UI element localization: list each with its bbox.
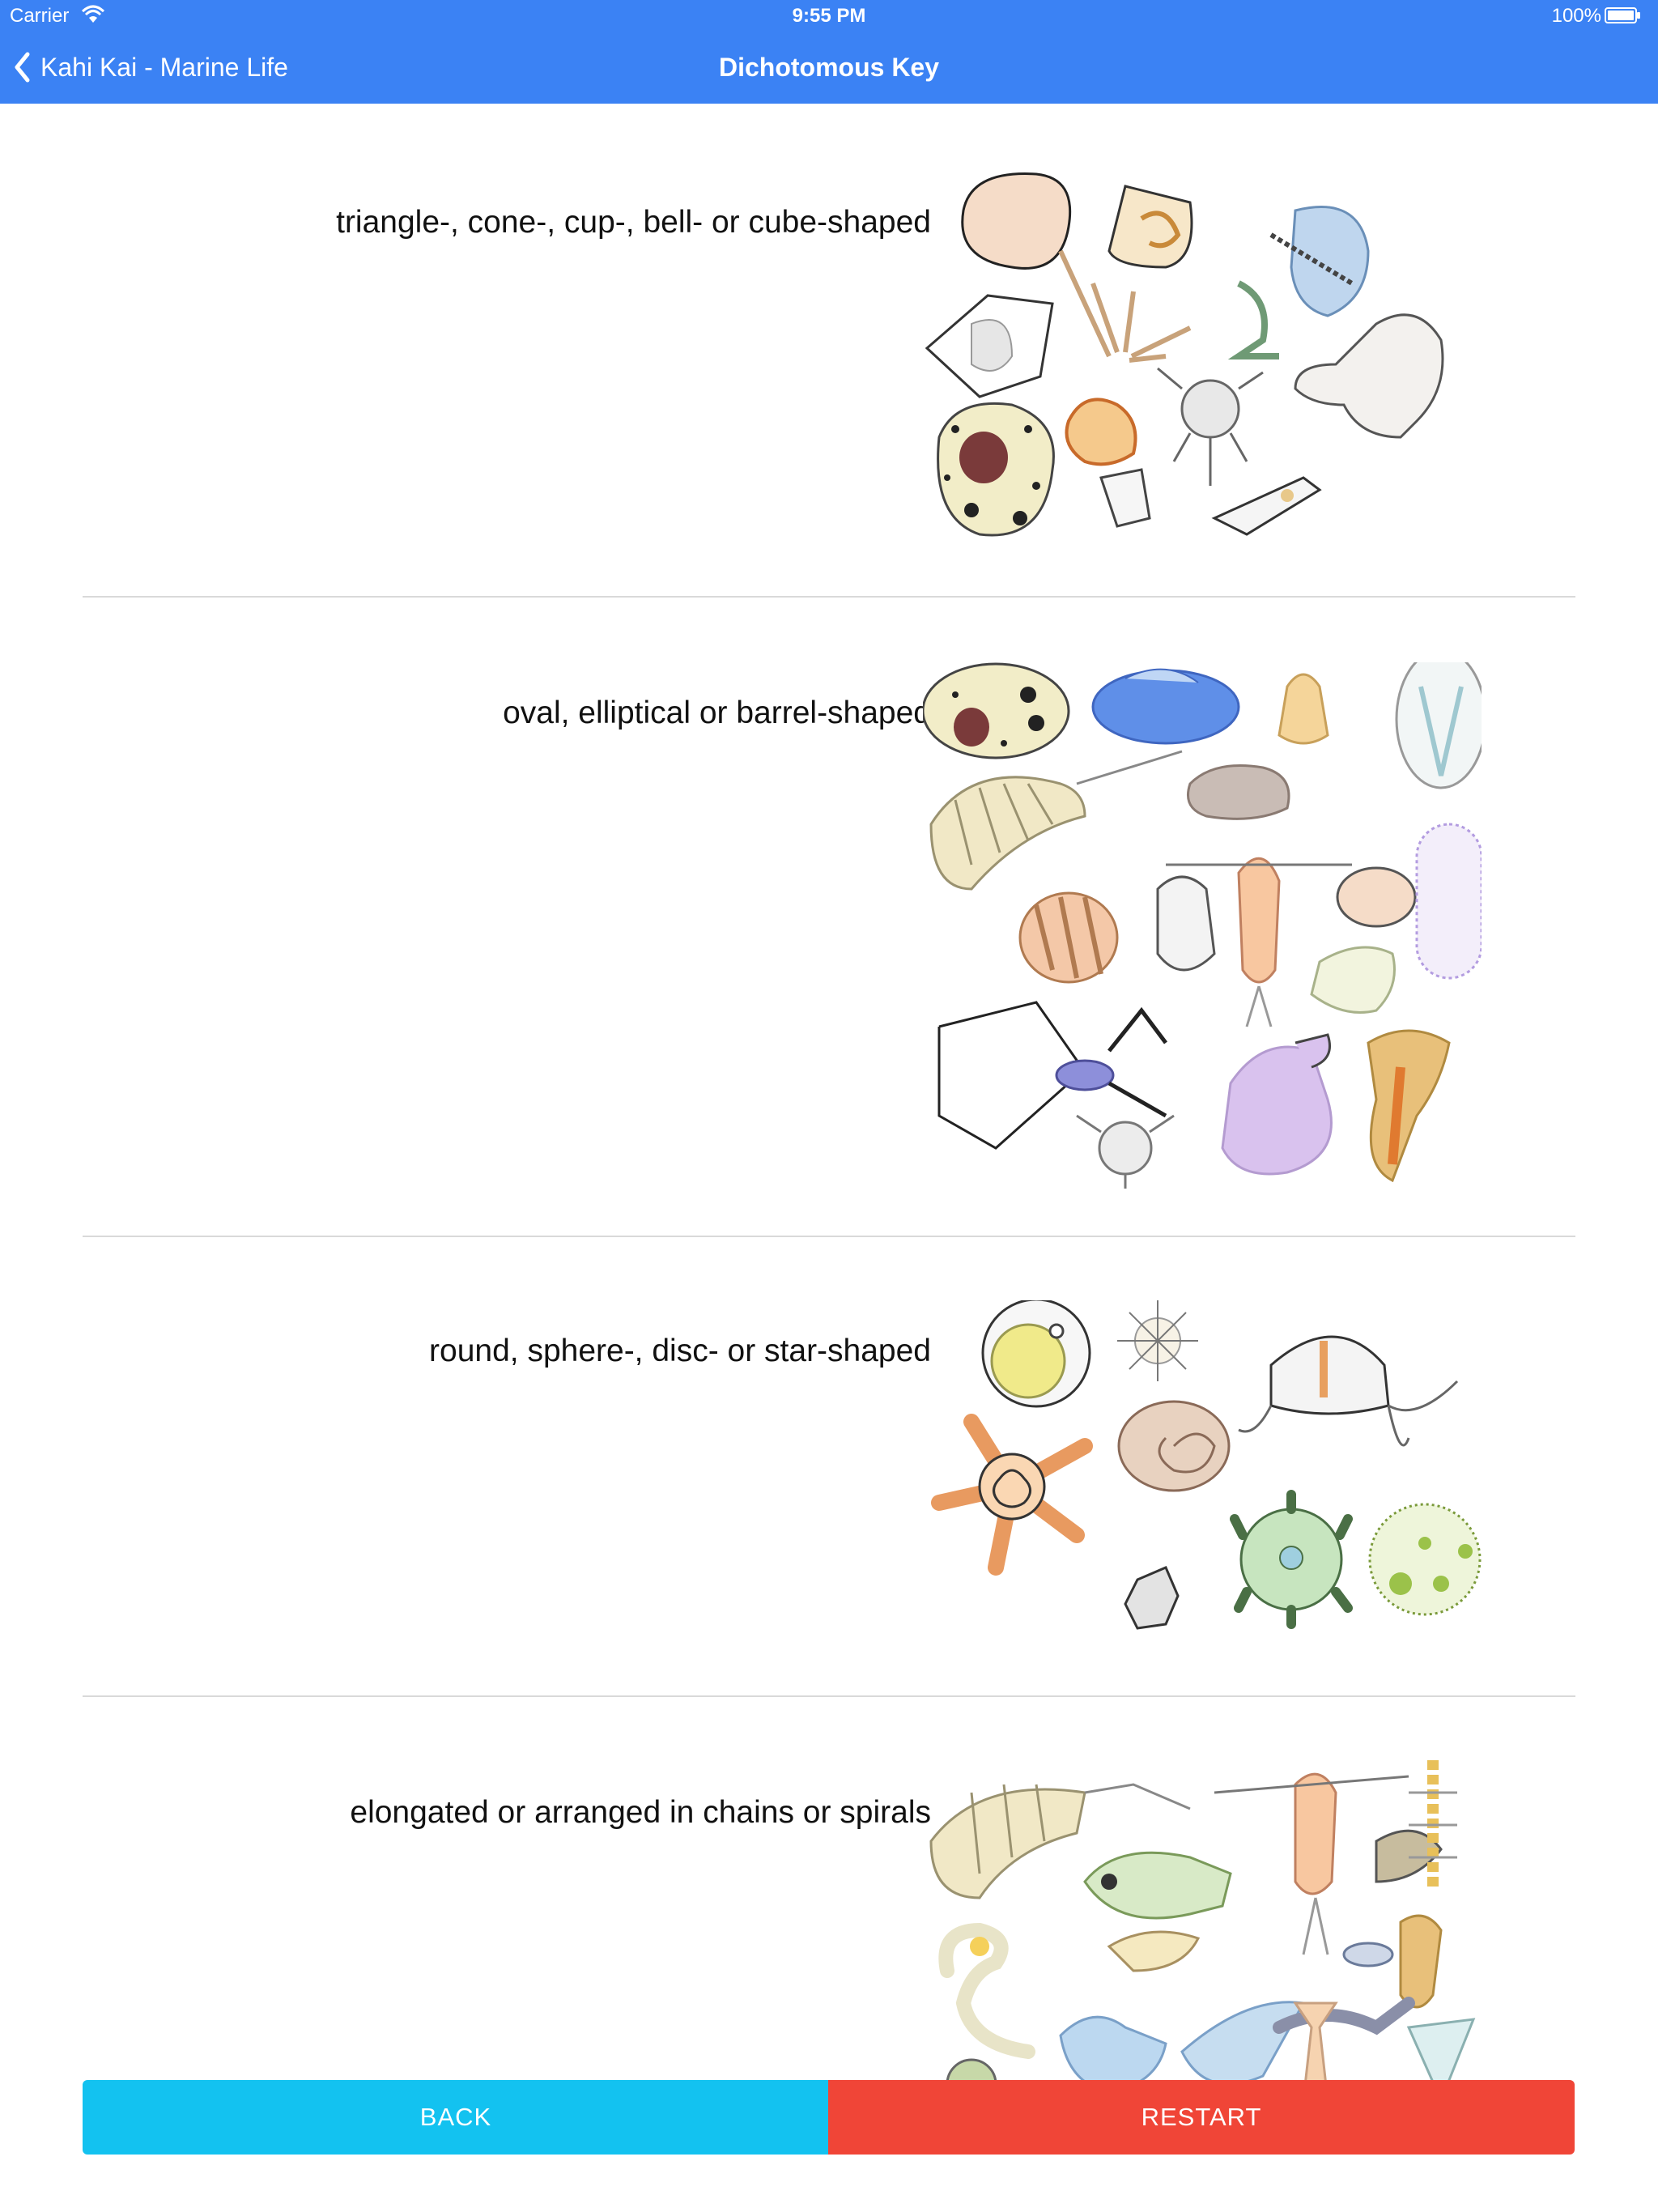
key-option-triangle[interactable]: triangle-, cone-, cup-, bell- or cube-sh… xyxy=(83,105,1575,596)
row-divider xyxy=(83,1236,1575,1237)
battery-icon xyxy=(1605,7,1640,23)
row-divider xyxy=(83,1695,1575,1697)
clock: 9:55 PM xyxy=(792,5,866,27)
option-label: oval, elliptical or barrel-shaped xyxy=(503,696,931,730)
key-option-elongated[interactable]: elongated or arranged in chains or spira… xyxy=(83,1697,1575,2212)
option-label: elongated or arranged in chains or spira… xyxy=(350,1795,931,1830)
key-option-oval[interactable]: oval, elliptical or barrel-shaped xyxy=(83,598,1575,1236)
back-nav-button[interactable]: Kahi Kai - Marine Life xyxy=(13,47,288,87)
page-title: Dichotomous Key xyxy=(718,53,940,82)
row-divider xyxy=(83,596,1575,598)
wifi-icon xyxy=(81,5,105,23)
chevron-left-icon xyxy=(15,52,30,83)
plankton-illustration xyxy=(925,172,1444,537)
status-bar: Carrier 9:55 PM 100% xyxy=(0,0,1658,32)
plankton-illustration xyxy=(931,1300,1482,1630)
restart-button[interactable]: RESTART xyxy=(828,2080,1575,2155)
plankton-illustration xyxy=(923,662,1482,1189)
option-label: round, sphere-, disc- or star-shaped xyxy=(429,1334,931,1368)
nav-bar: Kahi Kai - Marine Life Dichotomous Key xyxy=(0,32,1658,104)
battery-percent: 100% xyxy=(1551,5,1601,27)
back-nav-label: Kahi Kai - Marine Life xyxy=(40,52,288,82)
navigation-header: Carrier 9:55 PM 100% Kahi Kai - Marine L… xyxy=(0,0,1658,104)
key-option-round[interactable]: round, sphere-, disc- or star-shaped xyxy=(83,1237,1575,1695)
plankton-illustration xyxy=(929,1760,1476,2110)
carrier-label: Carrier xyxy=(10,5,70,27)
option-label: triangle-, cone-, cup-, bell- or cube-sh… xyxy=(336,205,931,240)
back-button[interactable]: BACK xyxy=(83,2080,829,2155)
